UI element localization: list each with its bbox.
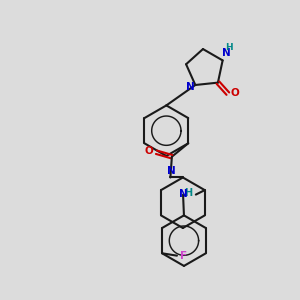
Text: O: O xyxy=(231,88,240,98)
Text: N: N xyxy=(186,82,194,92)
Text: N: N xyxy=(167,166,176,176)
Text: O: O xyxy=(145,146,154,156)
Text: N: N xyxy=(179,189,188,199)
Text: H: H xyxy=(184,188,193,198)
Text: H: H xyxy=(225,44,233,52)
Text: N: N xyxy=(222,48,231,58)
Text: F: F xyxy=(180,251,187,261)
